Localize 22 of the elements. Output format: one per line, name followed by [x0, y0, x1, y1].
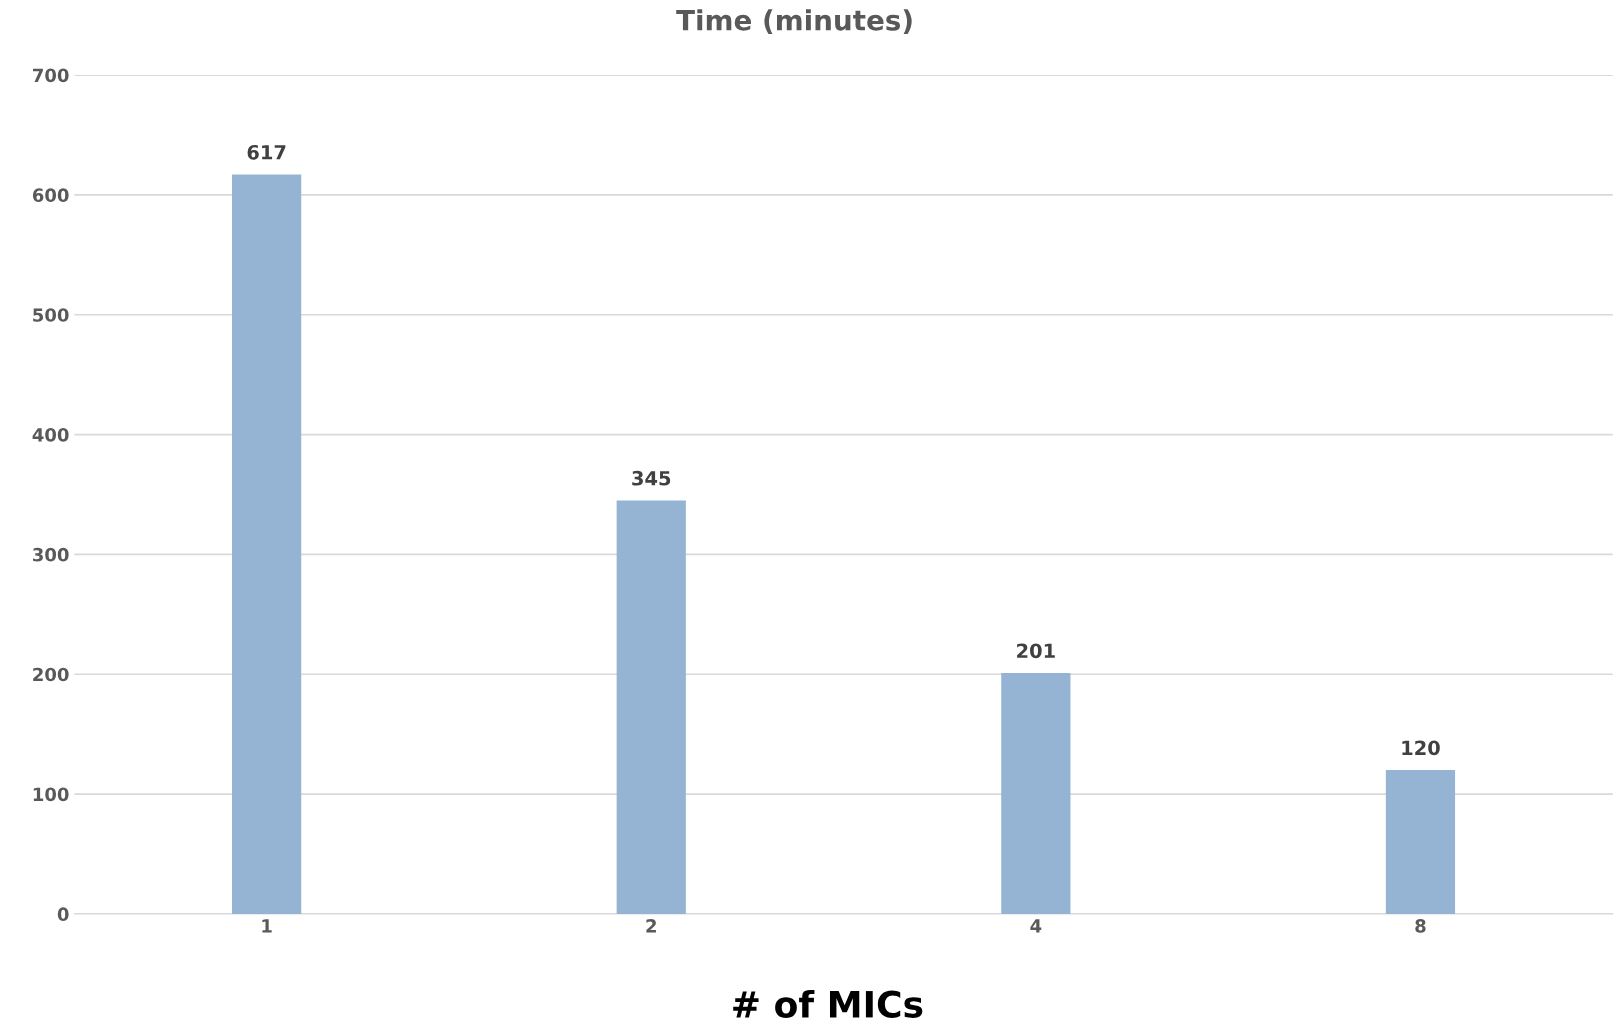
data-label: 120 — [1402, 740, 1440, 756]
y-tick-label: 200 — [33, 667, 69, 682]
y-tick-label: 100 — [33, 787, 69, 802]
x-axis-title: # of MICs — [733, 989, 923, 1018]
bar — [616, 500, 686, 914]
x-tick-label: 1 — [262, 919, 272, 933]
y-tick-label: 300 — [32, 547, 69, 562]
x-tick-label: 8 — [1415, 919, 1426, 933]
y-tick-label: 0 — [57, 907, 69, 922]
x-tick-label: 2 — [646, 919, 656, 933]
data-label: 345 — [632, 470, 671, 486]
bar — [1385, 770, 1456, 914]
bar — [232, 174, 302, 914]
y-tick-label: 400 — [32, 428, 69, 442]
y-tick-label: 500 — [33, 308, 69, 322]
chart-title: Time (minutes) — [676, 9, 912, 34]
bar — [1001, 673, 1071, 914]
x-tick-label: 4 — [1030, 919, 1042, 933]
data-label: 617 — [247, 144, 286, 160]
data-label: 201 — [1017, 643, 1055, 659]
y-tick-label: 700 — [32, 68, 69, 83]
y-tick-label: 600 — [32, 188, 69, 202]
